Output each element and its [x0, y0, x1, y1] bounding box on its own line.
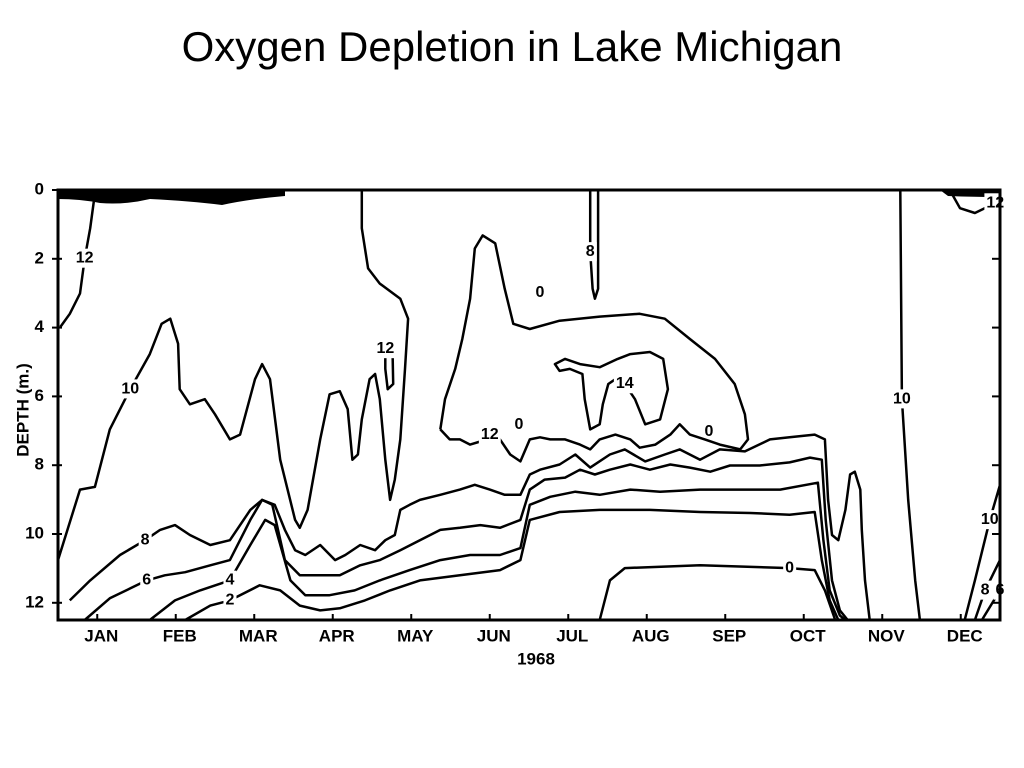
contour-label: 6	[142, 572, 151, 589]
contour-label-background	[140, 570, 154, 590]
contour-label: 12	[481, 426, 499, 443]
contour-line	[149, 481, 847, 621]
contour-label-background	[613, 374, 636, 394]
contour-label-background	[138, 530, 152, 550]
contour-label: 0	[785, 559, 794, 576]
x-tick-label: JUL	[556, 626, 588, 645]
contour-label-background	[890, 389, 913, 409]
contour-line	[439, 234, 750, 463]
contour-label: 8	[981, 582, 990, 599]
contour-line	[553, 350, 670, 431]
contour-label-background	[978, 510, 1001, 530]
contour-label-background	[978, 580, 992, 600]
x-axis-label: 1968	[517, 649, 555, 668]
contour-label: 10	[121, 380, 139, 397]
annotation: 0	[536, 284, 545, 301]
contour-label: 12	[376, 340, 394, 357]
contour-label-background	[583, 242, 597, 262]
x-tick-label: SEP	[712, 626, 746, 645]
x-tick-label: FEB	[163, 626, 197, 645]
x-tick-label: NOV	[868, 626, 906, 645]
contour-label: 8	[141, 531, 150, 548]
y-tick-label: 6	[35, 386, 44, 405]
y-tick-label: 0	[35, 179, 44, 198]
plot-frame	[56, 188, 1002, 622]
contour-label: 2	[225, 592, 234, 609]
contour-line	[598, 564, 837, 621]
contour-line	[184, 508, 840, 622]
contour-line	[899, 189, 922, 621]
contour-label-background	[223, 590, 237, 610]
y-axis-label: DEPTH (m.)	[13, 363, 32, 457]
x-tick-label: MAY	[397, 626, 434, 645]
contour-label: 12	[986, 194, 1004, 211]
x-tick-label: AUG	[632, 626, 670, 645]
y-tick-label: 10	[25, 523, 44, 542]
x-tick-label: APR	[319, 626, 355, 645]
contour-label-background	[73, 248, 96, 268]
contour-label-background	[374, 339, 397, 359]
contour-line	[588, 190, 600, 300]
y-tick-label: 12	[25, 592, 44, 611]
y-tick-label: 2	[35, 248, 44, 267]
contour-label: 14	[616, 375, 634, 392]
contour-label-background	[119, 379, 142, 399]
x-tick-label: JUN	[477, 626, 511, 645]
y-tick-label: 8	[35, 455, 44, 474]
x-tick-label: DEC	[947, 626, 983, 645]
contour-line	[83, 456, 849, 621]
contour-label-background	[783, 558, 797, 578]
contour-label: 8	[586, 243, 595, 260]
annotation: 0	[705, 423, 714, 440]
ice-cover	[58, 190, 285, 205]
y-tick-label: 4	[35, 317, 45, 336]
x-tick-label: OCT	[790, 626, 827, 645]
contour-label-background	[223, 570, 237, 590]
contour-line	[59, 193, 97, 328]
contour-label: 4	[225, 572, 234, 589]
x-tick-label: JAN	[84, 626, 118, 645]
contour-line	[963, 484, 1002, 621]
contour-label: 10	[893, 390, 911, 407]
contour-label: 12	[76, 250, 94, 267]
x-tick-label: MAR	[239, 626, 278, 645]
chart-title: Oxygen Depletion in Lake Michigan	[182, 23, 843, 70]
contour-line	[56, 190, 410, 561]
contour-label-background	[478, 424, 501, 444]
contour-line	[68, 433, 871, 621]
annotation: 0	[515, 416, 524, 433]
contour-label: 10	[981, 511, 999, 528]
